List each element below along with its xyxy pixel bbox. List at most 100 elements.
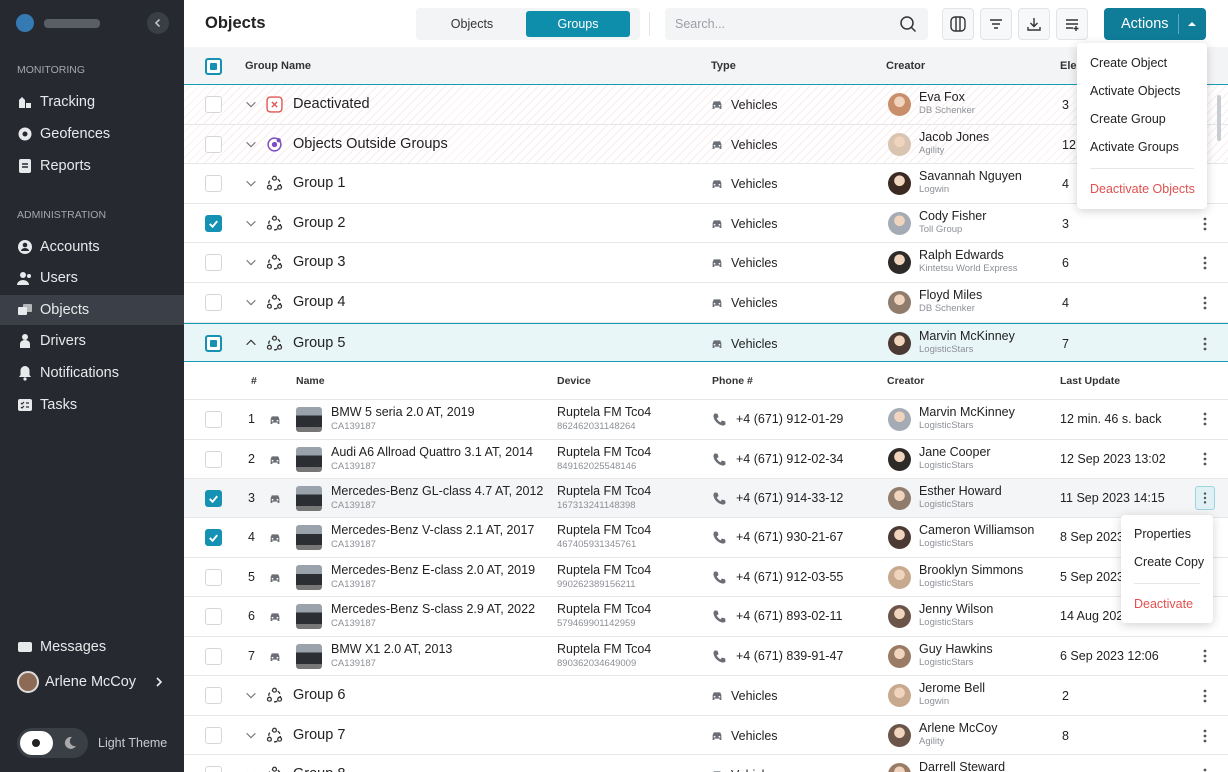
filter-button[interactable] [980,8,1012,40]
avatar [888,605,911,629]
nav-item[interactable]: Objects [0,295,184,325]
row-menu-button[interactable] [1195,644,1215,668]
menu-item[interactable]: Activate Groups [1090,140,1179,154]
row-menu-button[interactable] [1197,336,1213,352]
object-plate: CA139187 [331,460,376,472]
device: Ruptela FM Tco4 [557,405,652,420]
tab[interactable]: Objects [450,17,494,31]
checkbox[interactable] [205,647,222,665]
object-row[interactable]: 1 BMW 5 seria 2.0 AT, 2019 CA139187 Ruptela… [184,400,1228,440]
object-row[interactable]: 3 Mercedes-Benz GL-class 4.7 AT, 2012 CA13… [184,479,1228,519]
group-row[interactable]: Group 3 Vehicles Ralph Edwards Kintetsu Wor… [184,243,1228,283]
nav-icon [17,302,33,318]
checkbox[interactable] [205,294,222,311]
icon-part [18,399,32,411]
checkbox[interactable] [205,175,222,193]
search-box[interactable]: Search... [665,8,928,40]
group-row[interactable]: Objects Outside Groups Vehicles Jacob Jone… [184,124,1228,165]
icon-part [246,732,256,739]
checkbox[interactable] [205,726,222,744]
nav-item[interactable]: Accounts [0,232,184,262]
group-row[interactable]: Deactivated Vehicles Eva Fox DB Schenker 3 [184,85,1228,125]
checkbox[interactable] [205,96,222,113]
icon-part [1203,217,1207,221]
creator-company: LogisticStars [919,459,974,471]
icon-part [1203,654,1207,657]
group-row[interactable]: Group 2 Vehicles Cody Fisher Toll Group 3 [184,203,1228,244]
group-icon [266,687,283,704]
icon-part [22,131,28,137]
nav-item[interactable]: Users [0,263,184,293]
menu-item[interactable]: Properties [1134,527,1191,541]
nav-item[interactable]: Tracking [0,87,184,117]
type-icon [710,296,724,310]
row-menu-button[interactable] [1195,486,1215,510]
checkbox[interactable] [205,334,222,352]
row-menu-button[interactable] [1197,255,1213,271]
nav-item[interactable]: Tasks [0,390,184,420]
checkbox[interactable] [205,214,222,232]
list-button[interactable] [1056,8,1088,40]
row-menu-button[interactable] [1197,216,1213,232]
actions-button[interactable]: Actions [1104,8,1206,40]
nav-item[interactable]: Geofences [0,119,184,149]
checkbox[interactable] [205,254,222,272]
object-row[interactable]: 2 Audi A6 Allroad Quattro 3.1 AT, 2014 CA1… [184,439,1228,479]
menu-item[interactable]: Create Copy [1134,555,1205,569]
menu-item[interactable]: Deactivate [1134,597,1194,611]
group-row[interactable]: Group 1 Vehicles Savannah Nguyen Logwin 4 [184,164,1228,204]
columns-button[interactable] [942,8,974,40]
row-menu-button[interactable] [1197,767,1213,772]
icon-part [712,101,722,109]
group-row[interactable]: Group 5 Vehicles Marvin McKinney LogisticSt… [184,322,1228,363]
group-row[interactable]: Group 8 Vehicles Darrell Steward [184,755,1228,772]
icon-part [246,141,256,148]
icon-part [17,280,29,285]
collapse-button[interactable] [147,12,169,34]
row-menu-button[interactable] [1197,728,1213,744]
group-row[interactable]: Group 4 Vehicles Floyd Miles DB Schenker 4 [184,283,1228,323]
icon-part [718,343,721,346]
checkbox[interactable] [205,608,222,626]
object-row[interactable]: 5 Mercedes-Benz E-class 2.0 AT, 2019 CA139… [184,557,1228,598]
object-row[interactable]: 7 BMW X1 2.0 AT, 2013 CA139187 Ruptela FM T… [184,636,1228,676]
checkbox[interactable] [205,568,222,586]
theme-toggle[interactable] [17,728,88,758]
messages-link[interactable]: Messages [0,632,184,662]
checkbox[interactable] [205,529,222,547]
checkbox[interactable] [205,687,222,704]
last-update: 8 Sep 2023 [1060,530,1124,545]
row-menu-button[interactable] [1197,688,1213,704]
checkbox[interactable] [205,490,222,507]
checkbox[interactable] [205,135,222,153]
avatar [888,331,911,355]
row-menu-button[interactable] [1195,407,1215,431]
object-type-icon [268,453,282,467]
group-name: Group 2 [293,214,346,231]
group-row[interactable]: Group 7 Vehicles Arlene McCoy Agility 8 [184,715,1228,756]
row-menu-button[interactable] [1197,295,1213,311]
user-link[interactable]: Arlene McCoy [0,667,184,697]
group-row[interactable]: Group 6 Vehicles Jerome Bell Logwin 2 [184,676,1228,716]
object-row[interactable]: 6 Mercedes-Benz S-class 2.9 AT, 2022 CA139… [184,597,1228,637]
row-menu-button[interactable] [1195,447,1215,471]
menu-item[interactable]: Activate Objects [1090,84,1181,98]
icon-part [246,101,256,108]
checkbox[interactable] [205,450,222,468]
checkbox[interactable] [205,766,222,772]
download-button[interactable] [1018,8,1050,40]
object-thumbnail [296,564,322,590]
menu-item[interactable]: Create Group [1090,112,1166,126]
checkbox[interactable] [205,58,222,75]
menu-item[interactable]: Create Object [1090,56,1168,70]
tab[interactable]: Groups [526,11,630,37]
checkbox[interactable] [205,411,222,429]
object-row[interactable]: 4 Mercedes-Benz V-class 2.1 AT, 2017 CA139… [184,518,1228,558]
nav-item[interactable]: Reports [0,151,184,181]
menu-item[interactable]: Deactivate Objects [1090,182,1195,196]
nav-item[interactable]: Drivers [0,326,184,356]
icon-part [1203,412,1207,416]
nav-item[interactable]: Notifications [0,358,184,388]
icon-part [276,538,279,540]
object-number: 6 [248,609,255,624]
